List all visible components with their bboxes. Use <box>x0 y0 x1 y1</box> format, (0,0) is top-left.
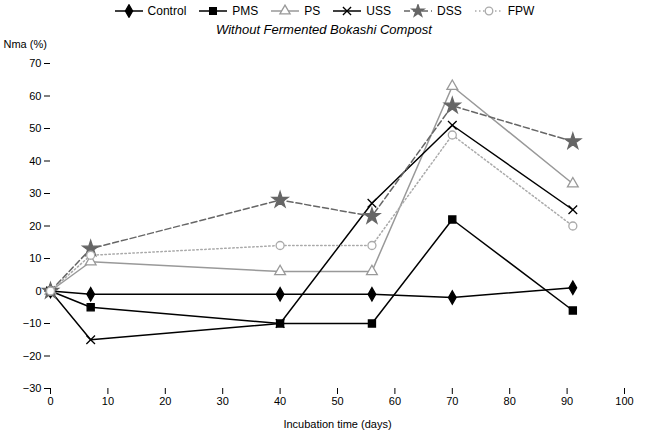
svg-text:−30: −30 <box>23 382 42 394</box>
svg-text:30: 30 <box>217 395 229 407</box>
html-text:PS: PS <box>304 4 321 18</box>
svg-text:10: 10 <box>102 395 114 407</box>
svg-text:Nma (%): Nma (%) <box>4 38 47 50</box>
svg-text:10: 10 <box>29 252 41 264</box>
svg-text:−10: −10 <box>23 317 42 329</box>
svg-text:Incubation time (days): Incubation time (days) <box>283 418 391 430</box>
html-text:USS: USS <box>366 4 391 18</box>
html-text:PMS: PMS <box>232 4 259 18</box>
svg-text:50: 50 <box>331 395 343 407</box>
svg-text:0: 0 <box>35 285 41 297</box>
svg-text:60: 60 <box>29 90 41 102</box>
svg-text:20: 20 <box>159 395 171 407</box>
html-text:DSS: DSS <box>437 4 462 18</box>
svg-text:30: 30 <box>29 187 41 199</box>
svg-text:70: 70 <box>446 395 458 407</box>
html-text:FPW: FPW <box>507 4 535 18</box>
svg-text:40: 40 <box>274 395 286 407</box>
svg-text:80: 80 <box>504 395 516 407</box>
html-text:Without Fermented Bokashi Comp: Without Fermented Bokashi Compost <box>216 22 432 37</box>
svg-text:−20: −20 <box>23 350 42 362</box>
svg-text:100: 100 <box>615 395 633 407</box>
svg-text:60: 60 <box>389 395 401 407</box>
svg-text:50: 50 <box>29 122 41 134</box>
svg-text:0: 0 <box>47 395 53 407</box>
svg-text:40: 40 <box>29 155 41 167</box>
html-text:Control: Control <box>147 4 187 18</box>
svg-text:90: 90 <box>561 395 573 407</box>
svg-text:70: 70 <box>29 57 41 69</box>
svg-text:20: 20 <box>29 220 41 232</box>
